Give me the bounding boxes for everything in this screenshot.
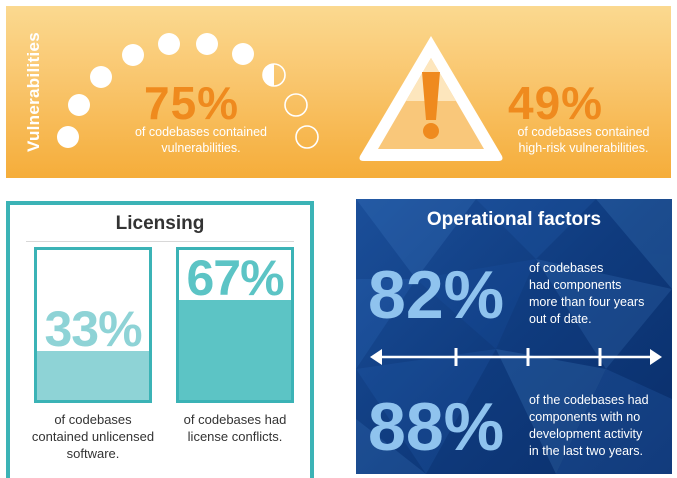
warning-triangle-icon	[359, 36, 503, 161]
outdated-percent: 82%	[368, 257, 505, 333]
vuln-stat1-line2: vulnerabilities.	[161, 141, 241, 155]
license-conflict-caption: of codebases had license conflicts.	[165, 411, 305, 445]
vulnerabilities-banner: Vulnerabilities 75% of codebases contain…	[6, 6, 671, 178]
license-conflict-line2: license conflicts.	[187, 429, 283, 444]
license-conflict-gauge-fill	[179, 299, 291, 400]
timeline-arrow-icon	[370, 348, 662, 366]
outdated-caption: of codebases had components more than fo…	[529, 260, 644, 328]
licensing-divider	[26, 241, 294, 242]
inactive-line2: components with no	[529, 410, 641, 424]
inactive-percent: 88%	[368, 389, 505, 465]
outdated-line1: of codebases	[529, 261, 604, 275]
licensing-title: Licensing	[115, 213, 205, 234]
unlicensed-caption: of codebases contained unlicensed softwa…	[23, 411, 163, 462]
vuln-stat2-percent: 49%	[508, 77, 604, 129]
dots-arc-icon	[57, 33, 319, 149]
polygon-background	[356, 199, 672, 474]
vuln-stat1-line1: of codebases contained	[134, 125, 268, 139]
licensing-panel: Licensing 33% of codebases contained unl…	[6, 201, 314, 478]
outdated-line4: out of date.	[529, 312, 592, 326]
inactive-line3: development activity	[529, 427, 643, 441]
vuln-stat2-line1: of codebases contained	[517, 125, 650, 139]
inactive-line4: in the last two years.	[529, 444, 643, 458]
unlicensed-gauge: 33%	[34, 247, 152, 403]
inactive-caption: of the codebases had components with no …	[529, 392, 649, 460]
unlicensed-gauge-fill	[37, 350, 149, 400]
outdated-line3: more than four years	[529, 295, 645, 309]
operational-panel: Operational factors 82% of codebases had…	[356, 199, 672, 474]
unlicensed-line2: contained unlicensed	[31, 429, 155, 444]
vuln-stat2-caption: of codebases contained high-risk vulnera…	[496, 124, 671, 156]
unlicensed-line3: software.	[66, 446, 120, 461]
vuln-stat1-percent: 75%	[144, 77, 240, 129]
inactive-line1: of the codebases had	[529, 393, 649, 407]
operational-title: Operational factors	[426, 209, 602, 230]
outdated-line2: had components	[529, 278, 622, 292]
license-conflict-percent: 67%	[186, 250, 284, 306]
vuln-stat2-line2: high-risk vulnerabilities.	[518, 141, 649, 155]
unlicensed-percent: 33%	[44, 301, 142, 357]
vuln-stat1-caption: of codebases contained vulnerabilities.	[106, 124, 296, 156]
license-conflict-line1: of codebases had	[183, 412, 287, 427]
unlicensed-line1: of codebases	[54, 412, 132, 427]
license-conflict-gauge: 67%	[176, 247, 294, 403]
